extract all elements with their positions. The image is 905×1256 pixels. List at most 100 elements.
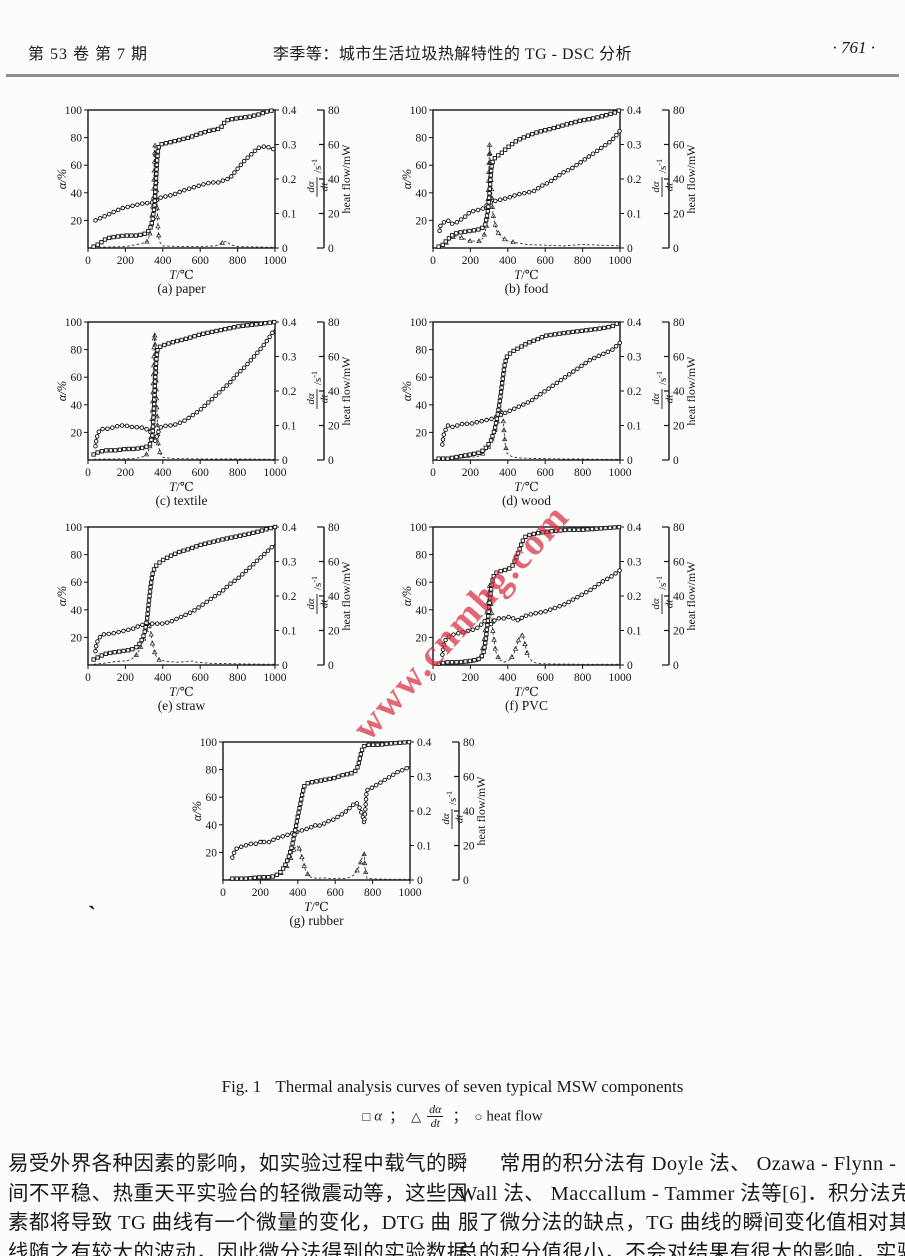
svg-text:0.4: 0.4	[282, 522, 297, 534]
svg-text:60: 60	[673, 352, 685, 364]
svg-text:800: 800	[229, 467, 247, 479]
svg-text:0: 0	[430, 467, 436, 479]
heatflow-axis: 0 20 40 60 80 heat flow/mW	[662, 522, 698, 672]
svg-text:0.2: 0.2	[282, 174, 297, 186]
svg-text:α/%: α/%	[190, 801, 204, 821]
svg-text:0.3: 0.3	[627, 140, 642, 152]
svg-text:80: 80	[416, 133, 428, 145]
svg-text:1000: 1000	[264, 467, 287, 479]
svg-text:dα: dα	[650, 598, 662, 610]
svg-text:dα: dα	[650, 393, 662, 405]
heatflow-series	[93, 144, 276, 223]
chart-g-rubber: 20 40 60 80 100 α/% 0 200 400 600 800 1000 T/℃ 0 0.1 0.…	[190, 727, 500, 933]
svg-text:400: 400	[499, 255, 517, 267]
svg-text:/s-1: /s-1	[655, 576, 669, 590]
svg-text:α/%: α/%	[55, 381, 69, 401]
svg-text:20: 20	[328, 626, 340, 638]
svg-text:20: 20	[71, 632, 83, 644]
svg-text:0.3: 0.3	[282, 557, 297, 569]
svg-text:0: 0	[627, 243, 633, 255]
chart-b-caption: (b) food	[504, 281, 549, 296]
body-line: 常用的积分法有 Doyle 法、 Ozawa - Flynn -	[458, 1153, 897, 1175]
page-header: 第 53 卷 第 7 期 李季等：城市生活垃圾热解特性的 TG - DSC 分析…	[0, 38, 905, 66]
legend-dtg-label: dα dt	[427, 1102, 444, 1130]
svg-text:T/℃: T/℃	[169, 685, 193, 699]
svg-text:60: 60	[416, 577, 428, 589]
svg-text:0: 0	[220, 887, 226, 899]
svg-text:0: 0	[282, 660, 288, 672]
svg-text:1000: 1000	[264, 672, 287, 684]
svg-text:0: 0	[627, 455, 633, 467]
svg-text:0: 0	[85, 672, 91, 684]
svg-text:80: 80	[673, 522, 685, 534]
svg-text:0.1: 0.1	[282, 421, 297, 433]
svg-text:40: 40	[673, 174, 685, 186]
svg-text:100: 100	[410, 105, 428, 117]
svg-text:/s-1: /s-1	[655, 159, 669, 173]
svg-text:0.4: 0.4	[282, 317, 297, 329]
svg-text:T/℃: T/℃	[514, 480, 538, 494]
figure-caption-number: Fig. 1	[221, 1077, 262, 1096]
svg-text:40: 40	[673, 591, 685, 603]
x-axis-temperature: 0 200 400 600 800 1000 T/℃	[430, 665, 632, 699]
svg-text:60: 60	[206, 792, 218, 804]
svg-text:40: 40	[416, 605, 428, 617]
svg-text:80: 80	[416, 345, 428, 357]
x-axis-temperature: 0 200 400 600 800 1000 T/℃	[430, 460, 632, 494]
body-line: 服了微分法的缺点，TG 曲线的瞬间变化值相对其	[458, 1212, 905, 1234]
svg-text:0.2: 0.2	[282, 591, 297, 603]
svg-text:1000: 1000	[264, 255, 287, 267]
svg-text:0: 0	[417, 875, 423, 887]
plot-box	[432, 109, 621, 249]
svg-text:T/℃: T/℃	[304, 900, 328, 914]
svg-text:0.1: 0.1	[627, 626, 642, 638]
svg-text:200: 200	[462, 672, 480, 684]
svg-text:0.1: 0.1	[627, 209, 642, 221]
svg-text:80: 80	[416, 550, 428, 562]
chart-a-paper: 20 40 60 80 100 α/% 0 200 400 600 800 1000 T/℃ 0 0.1 0.…	[55, 95, 365, 301]
svg-text:80: 80	[673, 317, 685, 329]
plot-box	[222, 741, 411, 881]
legend-separator: ；	[389, 1108, 405, 1125]
alpha-series	[91, 108, 276, 249]
svg-text:/s-1: /s-1	[445, 791, 459, 805]
svg-text:0.3: 0.3	[627, 557, 642, 569]
body-line: 总的积分值很小，不会对结果有很大的影响，实验	[458, 1241, 905, 1256]
svg-text:60: 60	[673, 140, 685, 152]
heatflow-axis: 0 20 40 60 80 heat flow/mW	[452, 737, 488, 887]
svg-text:0.4: 0.4	[627, 522, 642, 534]
svg-text:α/%: α/%	[400, 586, 414, 606]
svg-text:600: 600	[327, 887, 345, 899]
svg-text:200: 200	[462, 255, 480, 267]
svg-text:600: 600	[537, 467, 555, 479]
chart-g-caption: (g) rubber	[289, 913, 344, 928]
svg-text:20: 20	[328, 421, 340, 433]
alpha-series	[436, 321, 621, 461]
svg-text:0: 0	[673, 455, 679, 467]
svg-text:T/℃: T/℃	[514, 685, 538, 699]
svg-text:α/%: α/%	[55, 169, 69, 189]
svg-text:80: 80	[673, 105, 685, 117]
svg-text:0: 0	[328, 455, 334, 467]
svg-text:0.3: 0.3	[627, 352, 642, 364]
svg-text:0: 0	[282, 455, 288, 467]
svg-text:20: 20	[463, 841, 475, 853]
svg-text:1000: 1000	[609, 255, 632, 267]
svg-text:T/℃: T/℃	[169, 480, 193, 494]
left-axis-alpha: 20 40 60 80 100 α/%	[190, 737, 223, 859]
square-marker-icon: □	[362, 1108, 371, 1124]
svg-text:20: 20	[71, 427, 83, 439]
svg-text:0.2: 0.2	[627, 174, 642, 186]
heatflow-series	[230, 765, 411, 860]
body-left-column: 易受外界各种因素的影响，如实验过程中载气的瞬 间不平稳、热重天平实验台的轻微震动…	[8, 1150, 467, 1256]
svg-text:0: 0	[85, 255, 91, 267]
dtg-series	[93, 622, 276, 665]
svg-text:1000: 1000	[609, 467, 632, 479]
